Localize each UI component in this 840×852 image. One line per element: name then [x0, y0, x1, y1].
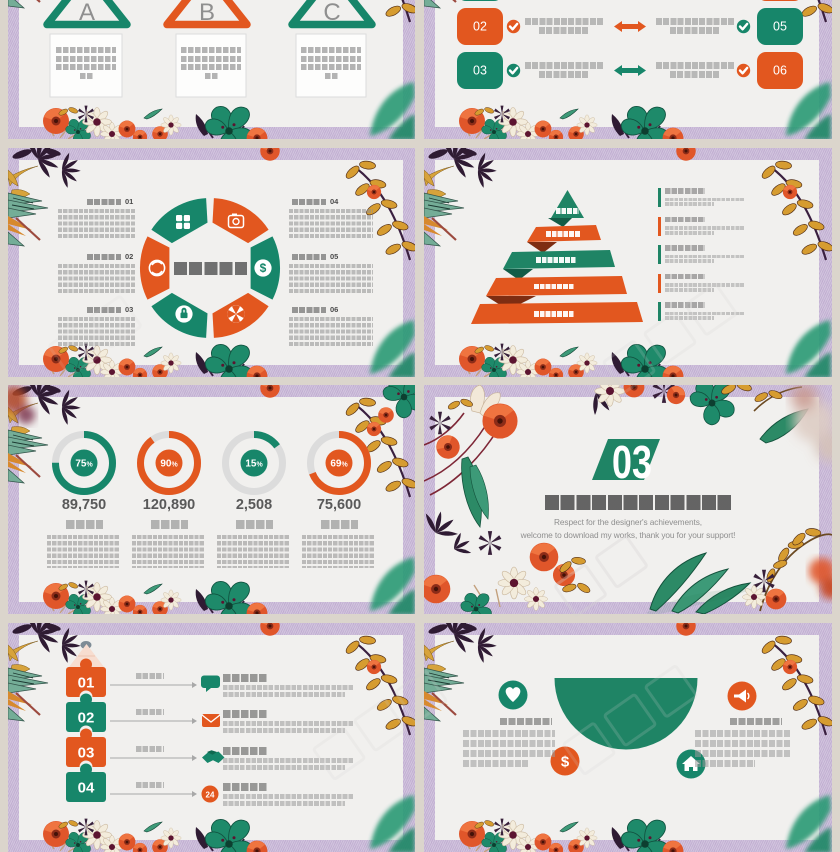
svg-text:24: 24 — [206, 791, 215, 800]
svg-text:90%: 90% — [160, 459, 178, 470]
svg-text:05: 05 — [773, 20, 787, 34]
svg-text:75%: 75% — [75, 459, 93, 470]
svg-text:02: 02 — [473, 20, 487, 34]
svg-text:01: 01 — [78, 675, 95, 692]
svg-text:03: 03 — [473, 64, 487, 78]
svg-text:$: $ — [260, 261, 267, 275]
svg-text:04: 04 — [78, 780, 95, 797]
svg-text:02: 02 — [78, 710, 95, 727]
svg-text:69%: 69% — [330, 459, 348, 470]
svg-text:15%: 15% — [245, 459, 263, 470]
svg-text:$: $ — [561, 754, 570, 771]
svg-text:03: 03 — [78, 745, 95, 762]
svg-text:06: 06 — [773, 64, 787, 78]
